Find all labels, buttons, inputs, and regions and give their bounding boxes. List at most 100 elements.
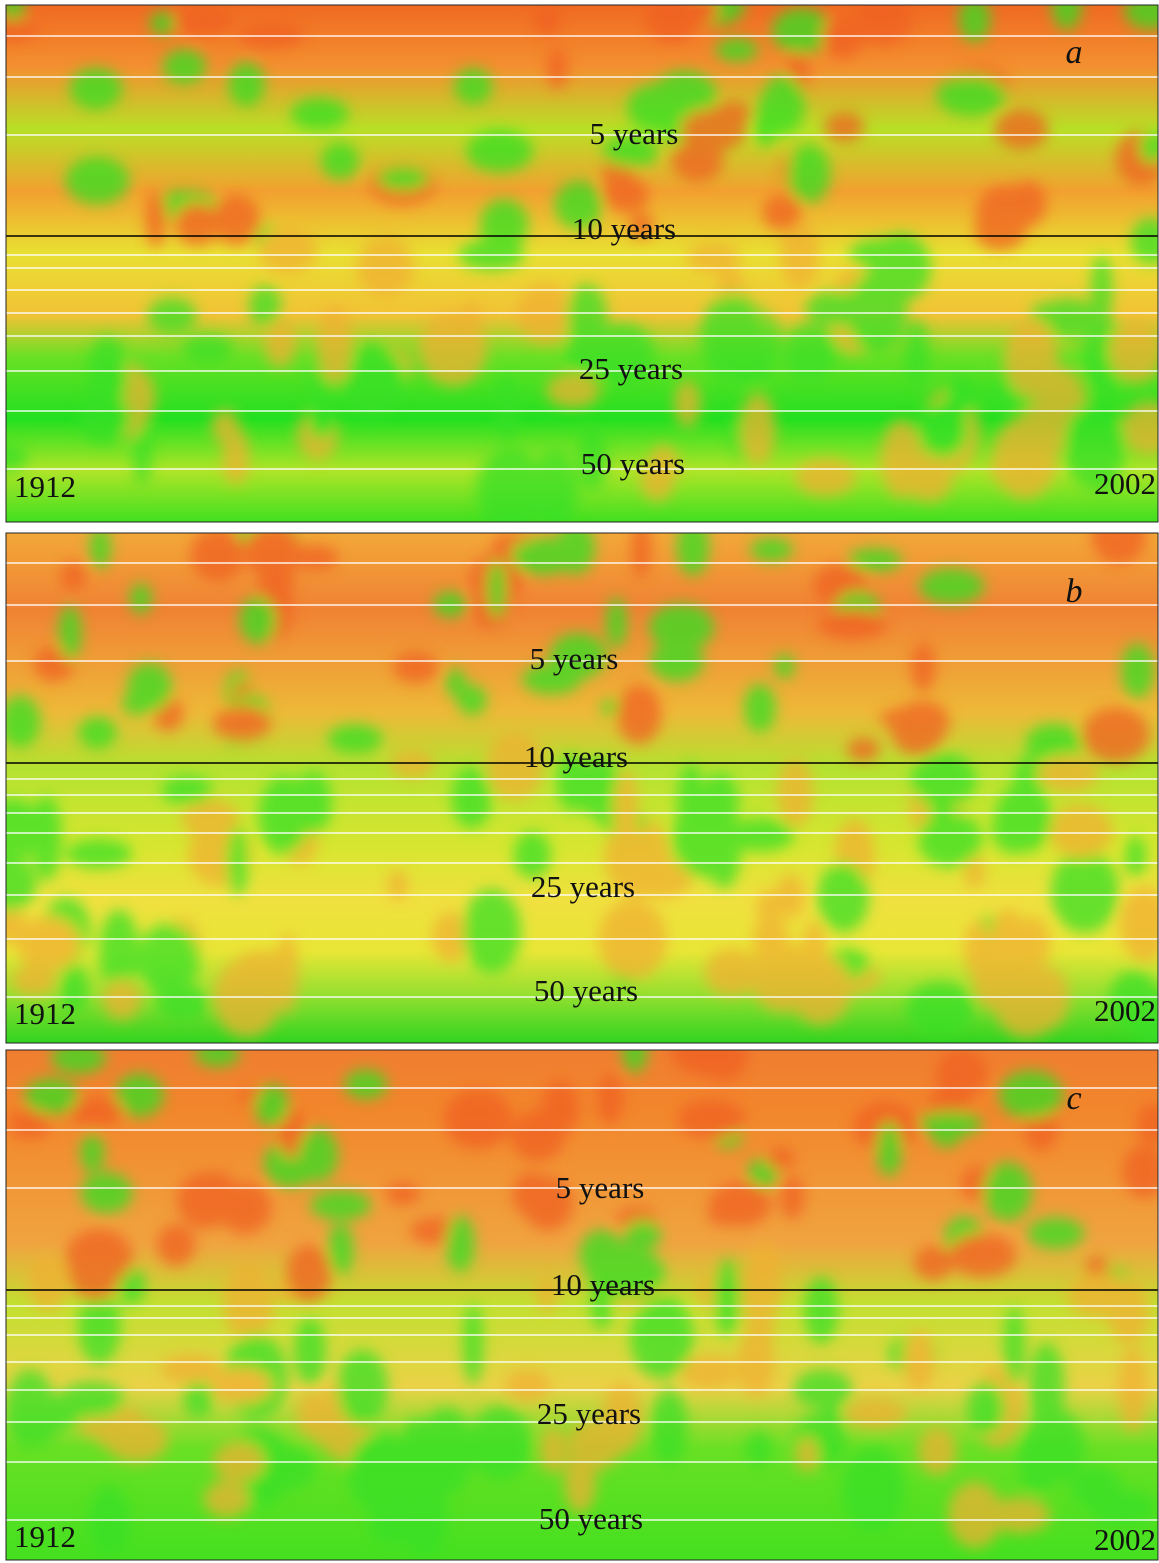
blob — [817, 862, 870, 933]
blob — [211, 194, 261, 245]
blob — [27, 1253, 69, 1311]
blob — [616, 684, 662, 744]
blob — [631, 533, 652, 579]
blob — [239, 596, 277, 644]
blob — [1048, 804, 1113, 858]
panel-image — [6, 5, 1158, 522]
spectrogram-panel: 5 years 10 years 25 years 50 years b 1912 2002 — [5, 532, 1159, 1044]
scale-label: 5 years — [556, 1170, 645, 1205]
blob — [6, 905, 27, 945]
blob — [65, 156, 130, 205]
blob — [115, 1073, 164, 1117]
blob — [80, 1133, 105, 1173]
blob — [454, 67, 493, 105]
blob — [613, 768, 639, 851]
blob — [149, 954, 171, 996]
blob — [1023, 966, 1070, 1030]
blob — [392, 652, 439, 683]
blob — [31, 795, 62, 881]
blob — [469, 1406, 532, 1481]
blob — [845, 270, 908, 354]
blob — [775, 874, 805, 919]
blob — [846, 737, 880, 762]
blob — [629, 1296, 694, 1379]
blob — [58, 604, 82, 661]
blob — [903, 1330, 935, 1392]
blob — [793, 1369, 853, 1409]
blob — [162, 49, 207, 85]
blob — [624, 1219, 662, 1251]
blob — [1124, 5, 1158, 30]
blob — [600, 1384, 643, 1455]
blob — [402, 1471, 448, 1558]
blob — [727, 818, 795, 852]
blob — [126, 662, 172, 713]
blob — [445, 668, 466, 697]
blob — [1064, 402, 1126, 490]
end-year: 2002 — [1094, 993, 1156, 1028]
panel-border — [5, 4, 1159, 523]
blob — [6, 442, 28, 472]
blob — [443, 1089, 513, 1149]
blob — [327, 1223, 354, 1276]
blob — [539, 1427, 567, 1473]
blob — [80, 1172, 133, 1214]
blob — [1027, 1217, 1085, 1250]
blob — [310, 1190, 372, 1221]
blob — [1067, 1273, 1134, 1319]
blob — [958, 5, 991, 43]
blob — [479, 198, 529, 250]
blob — [991, 447, 1025, 487]
blob — [994, 109, 1049, 150]
panel-border — [5, 1049, 1159, 1561]
blob — [840, 1445, 905, 1532]
blob — [844, 1398, 908, 1429]
blob — [160, 1354, 221, 1384]
blob — [1025, 723, 1082, 764]
scale-label: 25 years — [537, 1396, 641, 1431]
blob — [983, 1162, 1032, 1222]
blob — [210, 1367, 272, 1404]
blob — [1081, 707, 1150, 763]
blob — [222, 1262, 275, 1342]
blob — [377, 166, 430, 192]
blob — [418, 1407, 475, 1495]
blob — [316, 304, 353, 385]
panel-border — [5, 532, 1159, 1044]
blob — [1139, 131, 1158, 164]
start-year: 1912 — [14, 469, 76, 504]
blob — [68, 1097, 124, 1127]
blob — [532, 448, 579, 522]
scale-label: 25 years — [531, 869, 635, 904]
blob — [285, 1244, 332, 1303]
scale-label: 5 years — [530, 641, 619, 676]
blob — [495, 374, 519, 441]
start-year: 1912 — [14, 996, 76, 1031]
blob — [824, 112, 865, 142]
blob — [89, 533, 112, 569]
blob — [579, 1229, 625, 1279]
blob — [1050, 849, 1119, 933]
panel-letter: b — [1066, 573, 1083, 610]
blob — [7, 1109, 51, 1139]
blob — [460, 300, 484, 347]
blob — [928, 777, 955, 864]
blob — [998, 1070, 1063, 1120]
blob — [486, 559, 507, 619]
blob — [147, 297, 198, 334]
blob — [783, 324, 838, 381]
blob — [747, 1158, 779, 1189]
blob — [1121, 643, 1154, 699]
blob — [1070, 1465, 1121, 1509]
blob — [182, 334, 234, 364]
blob — [795, 458, 856, 497]
blob — [704, 948, 759, 997]
blob — [598, 900, 667, 980]
blob — [297, 1127, 339, 1182]
blob — [743, 683, 777, 733]
blob — [710, 101, 753, 123]
blob — [948, 1233, 1017, 1278]
blob — [947, 1481, 1002, 1549]
blob — [805, 289, 870, 328]
